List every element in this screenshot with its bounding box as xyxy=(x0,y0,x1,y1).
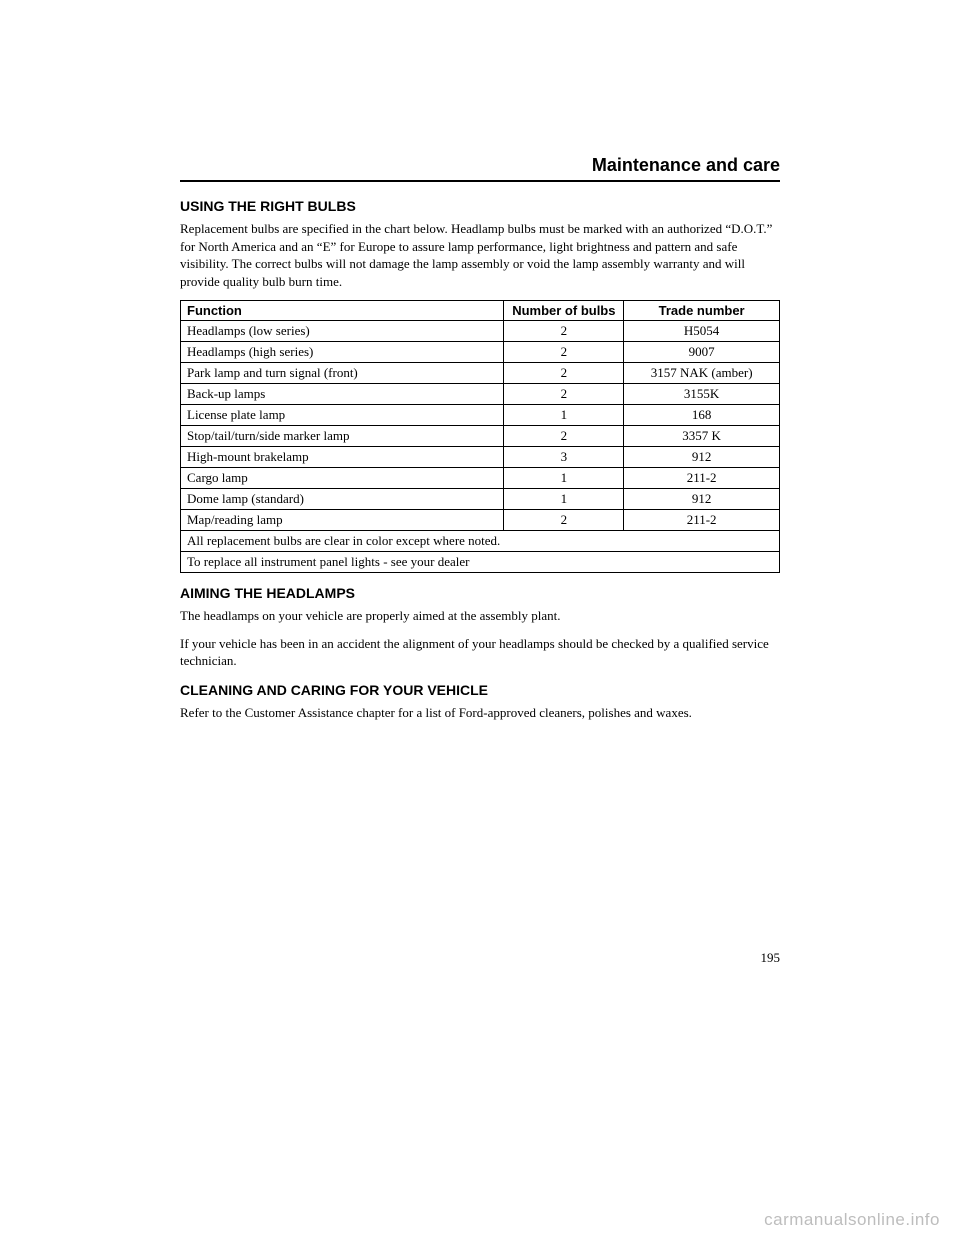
cell-number: 2 xyxy=(504,426,624,447)
cell-number: 2 xyxy=(504,342,624,363)
body-paragraph: The headlamps on your vehicle are proper… xyxy=(180,607,780,625)
table-header-number: Number of bulbs xyxy=(504,301,624,321)
table-row: Dome lamp (standard)1912 xyxy=(181,489,780,510)
table-row: Park lamp and turn signal (front)23157 N… xyxy=(181,363,780,384)
body-paragraph: Replacement bulbs are specified in the c… xyxy=(180,220,780,290)
cell-number: 2 xyxy=(504,363,624,384)
page-number: 195 xyxy=(761,950,781,966)
cell-function: Cargo lamp xyxy=(181,468,504,489)
subsection-title-aiming: AIMING THE HEADLAMPS xyxy=(180,585,780,601)
cell-function: Headlamps (low series) xyxy=(181,321,504,342)
table-header-function: Function xyxy=(181,301,504,321)
cell-function: High-mount brakelamp xyxy=(181,447,504,468)
table-header-trade: Trade number xyxy=(624,301,780,321)
cell-trade: 3155K xyxy=(624,384,780,405)
cell-trade: 211-2 xyxy=(624,468,780,489)
cell-number: 2 xyxy=(504,321,624,342)
table-row: Back-up lamps23155K xyxy=(181,384,780,405)
cell-number: 2 xyxy=(504,384,624,405)
cell-function: Stop/tail/turn/side marker lamp xyxy=(181,426,504,447)
table-footnote-row: To replace all instrument panel lights -… xyxy=(181,552,780,573)
body-paragraph: If your vehicle has been in an accident … xyxy=(180,635,780,670)
table-row: Headlamps (high series)29007 xyxy=(181,342,780,363)
table-row: Headlamps (low series)2H5054 xyxy=(181,321,780,342)
cell-trade: 211-2 xyxy=(624,510,780,531)
cell-trade: 3157 NAK (amber) xyxy=(624,363,780,384)
cell-trade: 9007 xyxy=(624,342,780,363)
table-footnote: To replace all instrument panel lights -… xyxy=(181,552,780,573)
bulb-table: Function Number of bulbs Trade number He… xyxy=(180,300,780,573)
table-footnote: All replacement bulbs are clear in color… xyxy=(181,531,780,552)
page-content: Maintenance and care USING THE RIGHT BUL… xyxy=(180,155,780,731)
cell-number: 1 xyxy=(504,489,624,510)
body-paragraph: Refer to the Customer Assistance chapter… xyxy=(180,704,780,722)
subsection-title-cleaning: CLEANING AND CARING FOR YOUR VEHICLE xyxy=(180,682,780,698)
table-footnote-row: All replacement bulbs are clear in color… xyxy=(181,531,780,552)
cell-number: 2 xyxy=(504,510,624,531)
cell-function: Park lamp and turn signal (front) xyxy=(181,363,504,384)
watermark: carmanualsonline.info xyxy=(764,1210,940,1230)
cell-number: 1 xyxy=(504,468,624,489)
table-row: Stop/tail/turn/side marker lamp23357 K xyxy=(181,426,780,447)
cell-function: License plate lamp xyxy=(181,405,504,426)
cell-trade: 912 xyxy=(624,489,780,510)
table-row: Cargo lamp1211-2 xyxy=(181,468,780,489)
cell-function: Back-up lamps xyxy=(181,384,504,405)
section-header: Maintenance and care xyxy=(180,155,780,182)
table-header-row: Function Number of bulbs Trade number xyxy=(181,301,780,321)
cell-function: Dome lamp (standard) xyxy=(181,489,504,510)
table-row: Map/reading lamp2211-2 xyxy=(181,510,780,531)
table-row: License plate lamp1168 xyxy=(181,405,780,426)
cell-number: 1 xyxy=(504,405,624,426)
cell-trade: 912 xyxy=(624,447,780,468)
cell-number: 3 xyxy=(504,447,624,468)
cell-trade: H5054 xyxy=(624,321,780,342)
cell-function: Headlamps (high series) xyxy=(181,342,504,363)
cell-trade: 3357 K xyxy=(624,426,780,447)
cell-trade: 168 xyxy=(624,405,780,426)
subsection-title-bulbs: USING THE RIGHT BULBS xyxy=(180,198,780,214)
cell-function: Map/reading lamp xyxy=(181,510,504,531)
table-row: High-mount brakelamp3912 xyxy=(181,447,780,468)
